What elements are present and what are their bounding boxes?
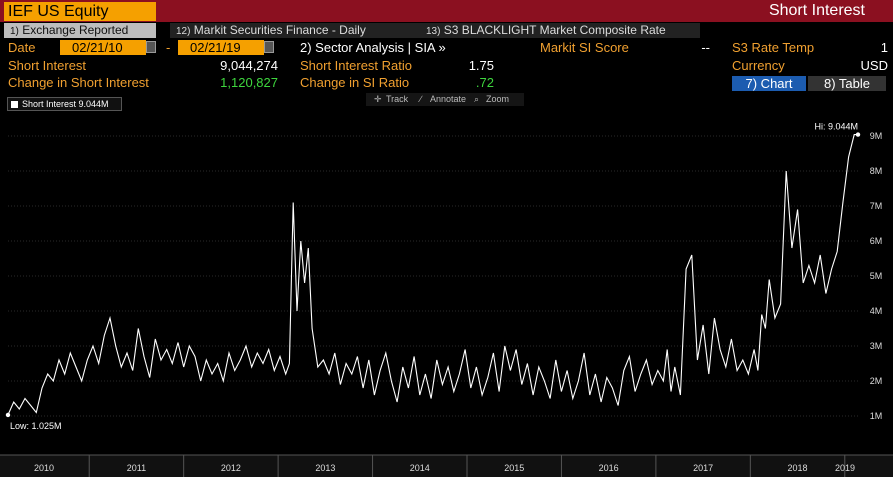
tab-label: Markit Securities Finance - Daily: [193, 23, 366, 37]
tab-markit-daily[interactable]: 12) Markit Securities Finance - Daily: [170, 23, 420, 38]
chart-area[interactable]: 1M 2M 3M 4M 5M 6M 7M 8M 9M 2010 2011 2012 2013 2014 20…: [0, 93, 893, 477]
currency-value: USD: [860, 58, 888, 73]
pencil-icon[interactable]: ∕: [420, 94, 422, 104]
y-tick-label: 3M: [870, 341, 883, 351]
short-interest-chart[interactable]: 1M 2M 3M 4M 5M 6M 7M 8M 9M 2010 2011 2012 2013 2014 20…: [0, 93, 893, 477]
change-in-short-interest-label: Change in Short Interest: [8, 75, 149, 90]
tab-label: S3 BLACKLIGHT Market Composite Rate: [443, 23, 666, 37]
low-label: Low: 1.025M: [10, 421, 62, 431]
y-tick-label: 1M: [870, 411, 883, 421]
page-title: Short Interest: [768, 2, 865, 19]
short-interest-ratio-value: 1.75: [468, 58, 494, 73]
tab-number: 12): [176, 26, 191, 37]
short-interest-value: 9,044,274: [220, 58, 278, 73]
x-tick-label: 2019: [835, 463, 855, 473]
calendar-icon[interactable]: [146, 41, 156, 53]
tab-row: 1) Exchange Reported 12) Markit Securiti…: [0, 22, 893, 39]
y-tick-label: 8M: [870, 166, 883, 176]
chart-toolbar: ✛ Track ∕ Annotate ⌕ Zoom: [366, 93, 524, 106]
tab-exchange-reported[interactable]: 1) Exchange Reported: [4, 23, 156, 38]
date-label: Date: [8, 40, 36, 55]
chart-view-button[interactable]: 7) Chart: [732, 76, 806, 91]
y-tick-label: 5M: [870, 271, 883, 281]
track-button[interactable]: Track: [386, 94, 409, 104]
short-interest-label: Short Interest: [8, 58, 87, 73]
legend-swatch: [11, 101, 18, 108]
date-to-input[interactable]: 02/21/19: [178, 40, 264, 55]
x-tick-label: 2011: [127, 463, 146, 473]
sector-analysis-link[interactable]: 2) Sector Analysis | SIA »: [300, 40, 446, 55]
s3-rate-temp-label: S3 Rate Temp: [732, 40, 815, 55]
hi-label: Hi: 9.044M: [814, 122, 858, 132]
currency-label: Currency: [732, 58, 785, 73]
annotate-button[interactable]: Annotate: [430, 94, 467, 104]
legend-label: Short Interest 9.044M: [22, 99, 109, 109]
change-in-si-ratio-label: Change in SI Ratio: [300, 75, 410, 90]
zoom-icon[interactable]: ⌕: [474, 94, 480, 104]
x-tick-label: 2018: [788, 463, 808, 473]
low-marker: [5, 412, 11, 418]
calendar-icon[interactable]: [264, 41, 274, 53]
y-tick-label: 2M: [870, 376, 883, 386]
zoom-button[interactable]: Zoom: [486, 94, 510, 104]
tab-number: 1): [10, 26, 19, 37]
x-tick-label: 2013: [315, 463, 335, 473]
y-tick-label: 7M: [870, 201, 883, 211]
date-from-input[interactable]: 02/21/10: [60, 40, 146, 55]
x-tick-label: 2015: [504, 463, 524, 473]
x-tick-label: 2010: [34, 463, 54, 473]
tab-label: Exchange Reported: [22, 23, 129, 37]
x-tick-label: 2017: [693, 463, 713, 473]
x-tick-label: 2012: [221, 463, 241, 473]
x-tick-label: 2014: [410, 463, 430, 473]
date-separator: -: [166, 40, 171, 55]
x-tick-label: 2016: [599, 463, 619, 473]
y-tick-label: 9M: [870, 131, 883, 141]
ticker-label[interactable]: IEF US Equity: [4, 2, 156, 21]
hi-marker: [855, 132, 861, 137]
tab-s3-blacklight[interactable]: 13) S3 BLACKLIGHT Market Composite Rate: [420, 23, 700, 38]
tab-number: 13): [426, 26, 441, 37]
y-tick-label: 6M: [870, 236, 883, 246]
s3-rate-temp-value: 1: [880, 40, 888, 55]
change-in-short-interest-value: 1,120,827: [220, 75, 278, 90]
table-view-button[interactable]: 8) Table: [808, 76, 886, 91]
markit-si-score-value: --: [701, 40, 710, 55]
y-tick-label: 4M: [870, 306, 883, 316]
chart-legend: Short Interest 9.044M: [7, 97, 122, 111]
series-line-short-interest: [7, 134, 858, 416]
short-interest-ratio-label: Short Interest Ratio: [300, 58, 412, 73]
markit-si-score-label: Markit SI Score: [540, 40, 629, 55]
crosshair-icon[interactable]: ✛: [374, 94, 382, 104]
change-in-si-ratio-value: .72: [475, 75, 494, 90]
title-bar: IEF US Equity Short Interest: [0, 0, 893, 22]
x-axis-band: [0, 455, 893, 477]
